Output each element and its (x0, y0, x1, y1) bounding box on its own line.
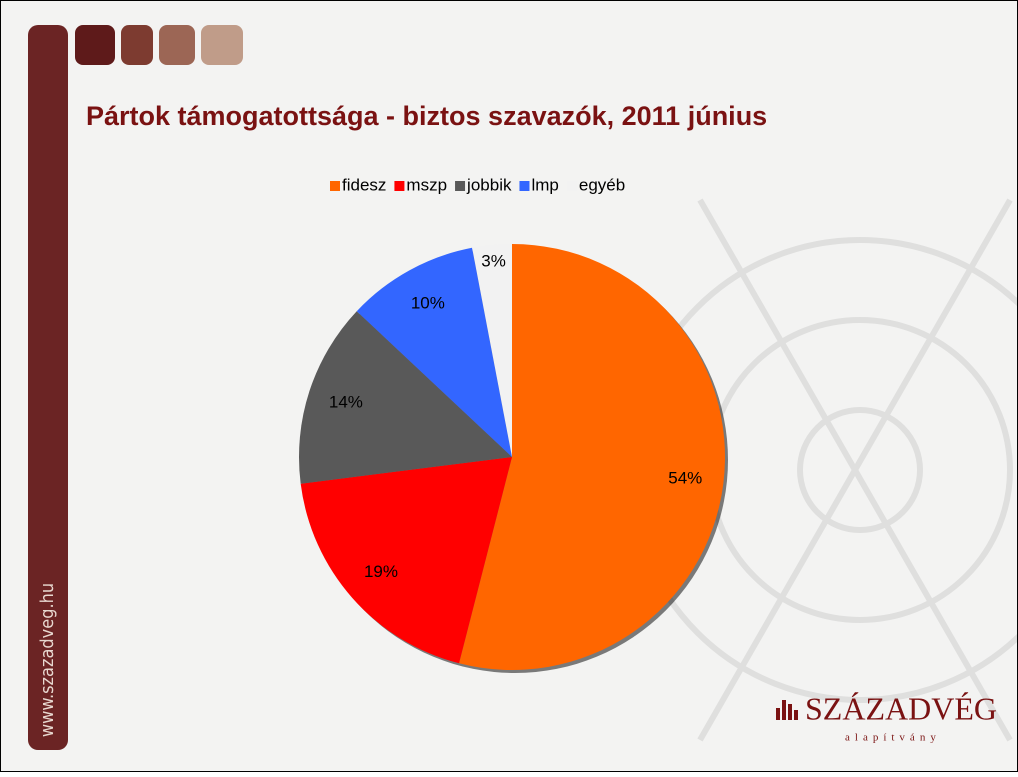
legend-swatch (519, 181, 530, 191)
data-label: 19% (364, 562, 398, 581)
legend-label: lmp (531, 175, 558, 194)
logo-name: SZÁZADVÉG (805, 690, 997, 726)
data-label: 3% (481, 251, 506, 270)
legend-swatch (330, 181, 340, 191)
legend: fidesz mszp jobbik lmp egyéb (330, 175, 625, 194)
logo-bar (788, 704, 792, 720)
logo: SZÁZADVÉG alapítvány (776, 690, 997, 744)
pie-slice (299, 311, 512, 484)
data-label: 14% (329, 393, 363, 412)
pie-slice (356, 247, 512, 457)
logo-bar (782, 700, 786, 720)
chart-title: Pártok támogatottsága - biztos szavazók,… (86, 101, 767, 131)
logo-subtitle: alapítvány (845, 732, 941, 744)
deco-square (201, 25, 243, 65)
deco-square (75, 25, 115, 65)
legend-label: mszp (406, 175, 447, 194)
legend-label: jobbik (466, 175, 512, 194)
legend-label: egyéb (579, 175, 625, 194)
data-label: 54% (668, 468, 702, 487)
logo-bar (794, 710, 798, 720)
legend-label: fidesz (342, 175, 386, 194)
legend-swatch (566, 181, 577, 191)
deco-square (159, 25, 195, 65)
pie-slice (300, 457, 512, 664)
pie: 54% 19% 14% 10% 3% (299, 244, 728, 673)
logo-bar (776, 708, 780, 720)
legend-swatch (394, 181, 405, 191)
pie-slice (472, 244, 512, 457)
legend-swatch (455, 181, 466, 191)
data-label: 10% (411, 293, 445, 312)
sidebar-text: www.szazadveg.hu (37, 583, 58, 737)
sidebar (28, 25, 68, 750)
deco-square (121, 25, 153, 65)
pie-slice (459, 244, 725, 670)
